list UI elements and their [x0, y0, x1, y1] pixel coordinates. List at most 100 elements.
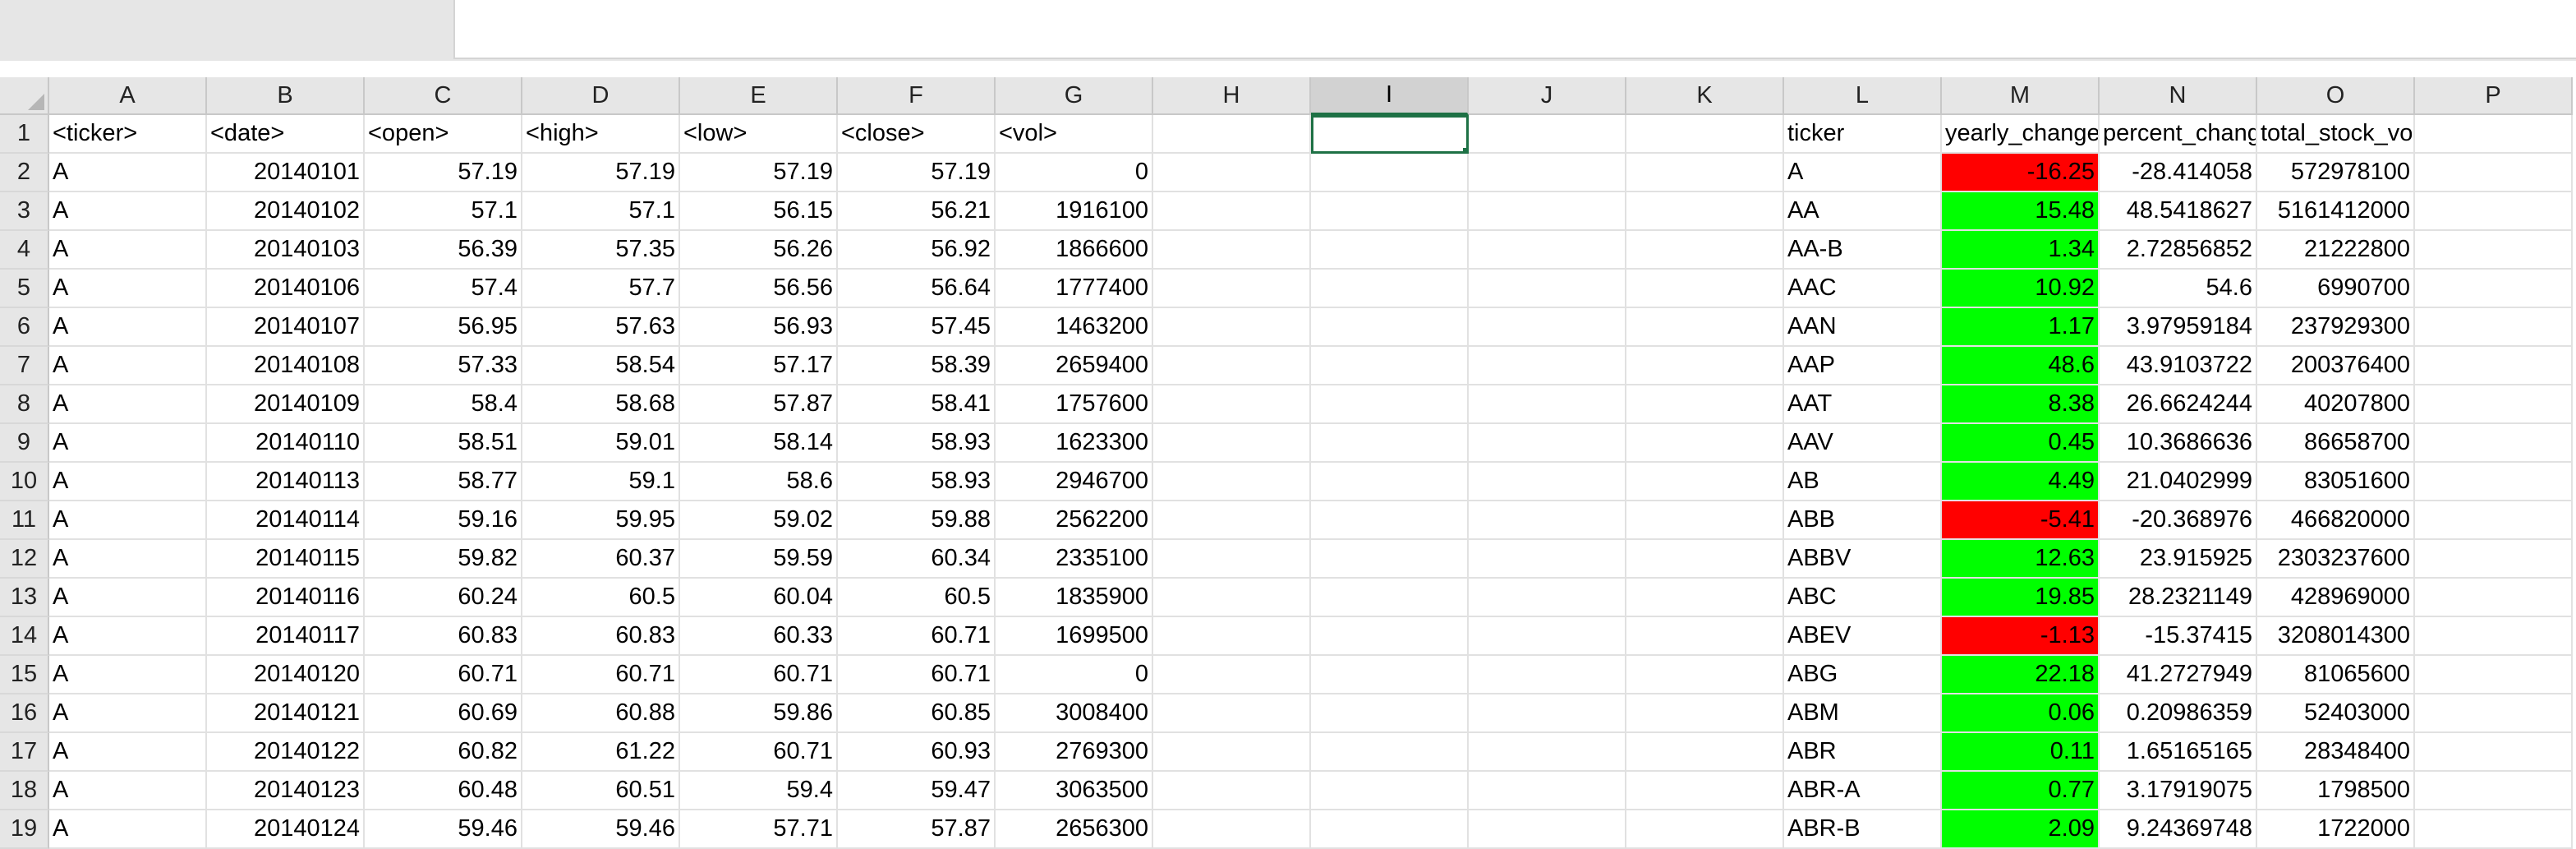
column-header-f[interactable]: F: [838, 77, 996, 115]
column-header-h[interactable]: H: [1153, 77, 1311, 115]
column-header-n[interactable]: N: [2100, 77, 2257, 115]
cell-p16[interactable]: [2415, 694, 2573, 733]
cell-p9[interactable]: [2415, 424, 2573, 463]
cell-m5[interactable]: 10.92: [1942, 270, 2100, 308]
cell-j5[interactable]: [1469, 270, 1626, 308]
cell-m7[interactable]: 48.6: [1942, 347, 2100, 385]
row-header-7[interactable]: 7: [0, 347, 49, 385]
cell-g17[interactable]: 2769300: [996, 733, 1153, 772]
cell-l13[interactable]: ABC: [1784, 579, 1942, 617]
cell-m4[interactable]: 1.34: [1942, 231, 2100, 270]
cell-o10[interactable]: 83051600: [2257, 463, 2415, 501]
column-header-b[interactable]: B: [207, 77, 365, 115]
cell-p4[interactable]: [2415, 231, 2573, 270]
cell-b16[interactable]: 20140121: [207, 694, 365, 733]
cell-m13[interactable]: 19.85: [1942, 579, 2100, 617]
cell-l7[interactable]: AAP: [1784, 347, 1942, 385]
cell-g8[interactable]: 1757600: [996, 385, 1153, 424]
cell-l11[interactable]: ABB: [1784, 501, 1942, 540]
cell-g16[interactable]: 3008400: [996, 694, 1153, 733]
cell-c18[interactable]: 60.48: [365, 772, 522, 810]
cell-d18[interactable]: 60.51: [522, 772, 680, 810]
cell-i6[interactable]: [1311, 308, 1469, 347]
cell-a13[interactable]: A: [49, 579, 207, 617]
cell-k15[interactable]: [1626, 656, 1784, 694]
column-header-i[interactable]: I: [1311, 77, 1469, 115]
column-header-j[interactable]: J: [1469, 77, 1626, 115]
cell-a19[interactable]: A: [49, 810, 207, 849]
cell-f11[interactable]: 59.88: [838, 501, 996, 540]
cell-j17[interactable]: [1469, 733, 1626, 772]
cell-h1[interactable]: [1153, 115, 1311, 154]
cell-l1[interactable]: ticker: [1784, 115, 1942, 154]
cell-p17[interactable]: [2415, 733, 2573, 772]
cell-e5[interactable]: 56.56: [680, 270, 838, 308]
cell-k14[interactable]: [1626, 617, 1784, 656]
column-header-o[interactable]: O: [2257, 77, 2415, 115]
row-header-19[interactable]: 19: [0, 810, 49, 849]
cell-f13[interactable]: 60.5: [838, 579, 996, 617]
cell-o3[interactable]: 5161412000: [2257, 192, 2415, 231]
cell-n13[interactable]: 28.2321149: [2100, 579, 2257, 617]
cell-e2[interactable]: 57.19: [680, 154, 838, 192]
cell-l3[interactable]: AA: [1784, 192, 1942, 231]
cell-c10[interactable]: 58.77: [365, 463, 522, 501]
cell-a12[interactable]: A: [49, 540, 207, 579]
row-header-15[interactable]: 15: [0, 656, 49, 694]
cell-b18[interactable]: 20140123: [207, 772, 365, 810]
cell-l18[interactable]: ABR-A: [1784, 772, 1942, 810]
column-header-p[interactable]: P: [2415, 77, 2573, 115]
cell-l5[interactable]: AAC: [1784, 270, 1942, 308]
row-header-1[interactable]: 1: [0, 115, 49, 154]
cell-p13[interactable]: [2415, 579, 2573, 617]
cell-p19[interactable]: [2415, 810, 2573, 849]
cell-k16[interactable]: [1626, 694, 1784, 733]
row-header-12[interactable]: 12: [0, 540, 49, 579]
cell-a2[interactable]: A: [49, 154, 207, 192]
cell-g13[interactable]: 1835900: [996, 579, 1153, 617]
cell-g1[interactable]: <vol>: [996, 115, 1153, 154]
cell-o1[interactable]: total_stock_vol: [2257, 115, 2415, 154]
cell-e19[interactable]: 57.71: [680, 810, 838, 849]
cell-a1[interactable]: <ticker>: [49, 115, 207, 154]
cell-o7[interactable]: 200376400: [2257, 347, 2415, 385]
cell-b7[interactable]: 20140108: [207, 347, 365, 385]
cell-g19[interactable]: 2656300: [996, 810, 1153, 849]
cell-c13[interactable]: 60.24: [365, 579, 522, 617]
column-header-g[interactable]: G: [996, 77, 1153, 115]
cell-h7[interactable]: [1153, 347, 1311, 385]
cell-m6[interactable]: 1.17: [1942, 308, 2100, 347]
cell-i12[interactable]: [1311, 540, 1469, 579]
row-header-13[interactable]: 13: [0, 579, 49, 617]
cell-h5[interactable]: [1153, 270, 1311, 308]
cell-i15[interactable]: [1311, 656, 1469, 694]
cell-l14[interactable]: ABEV: [1784, 617, 1942, 656]
cell-n2[interactable]: -28.414058: [2100, 154, 2257, 192]
cell-p1[interactable]: [2415, 115, 2573, 154]
cell-i1[interactable]: [1311, 115, 1469, 154]
cell-f7[interactable]: 58.39: [838, 347, 996, 385]
cell-k13[interactable]: [1626, 579, 1784, 617]
cell-a17[interactable]: A: [49, 733, 207, 772]
cell-b12[interactable]: 20140115: [207, 540, 365, 579]
cell-o9[interactable]: 86658700: [2257, 424, 2415, 463]
cell-n15[interactable]: 41.2727949: [2100, 656, 2257, 694]
cell-a4[interactable]: A: [49, 231, 207, 270]
cell-h8[interactable]: [1153, 385, 1311, 424]
cell-n14[interactable]: -15.37415: [2100, 617, 2257, 656]
cell-o6[interactable]: 237929300: [2257, 308, 2415, 347]
cell-h3[interactable]: [1153, 192, 1311, 231]
cell-e15[interactable]: 60.71: [680, 656, 838, 694]
row-header-3[interactable]: 3: [0, 192, 49, 231]
cell-b11[interactable]: 20140114: [207, 501, 365, 540]
cell-f1[interactable]: <close>: [838, 115, 996, 154]
cell-g7[interactable]: 2659400: [996, 347, 1153, 385]
cell-d3[interactable]: 57.1: [522, 192, 680, 231]
cell-l19[interactable]: ABR-B: [1784, 810, 1942, 849]
row-header-14[interactable]: 14: [0, 617, 49, 656]
column-header-m[interactable]: M: [1942, 77, 2100, 115]
cell-p11[interactable]: [2415, 501, 2573, 540]
cell-h9[interactable]: [1153, 424, 1311, 463]
cell-k5[interactable]: [1626, 270, 1784, 308]
cell-b5[interactable]: 20140106: [207, 270, 365, 308]
